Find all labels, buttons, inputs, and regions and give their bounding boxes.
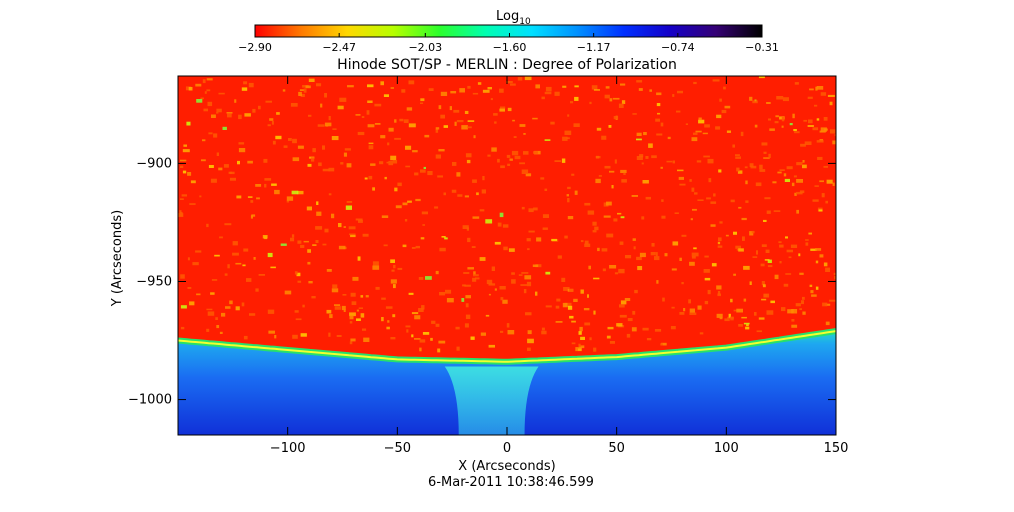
colorbar-tick-label: −0.31 [745,41,779,54]
axis-ticks: −100 −50 0 50 100 150 −900 −950 −1000 [128,76,848,456]
polarization-speckles [178,76,836,353]
colorbar: Log10 −2.90 −2.47 −2.03 −1.60 −1.17 −0.74 −0.3… [238,9,779,54]
colorbar-strip [254,24,763,38]
x-tick-label: 0 [503,441,511,456]
x-tick-label: 50 [608,441,625,456]
polar-plume [444,366,539,435]
limb-line [178,330,836,363]
colorbar-tick-label: −2.90 [238,41,272,54]
colorbar-label: Log10 [496,9,531,27]
y-axis-label: Y (Arcseconds) [110,210,125,307]
colorbar-tick-label: −1.17 [577,41,611,54]
x-tick-label: −100 [270,441,306,456]
colorbar-ticks: −2.90 −2.47 −2.03 −1.60 −1.17 −0.74 −0.31 [238,33,779,54]
x-tick-label: −50 [384,441,411,456]
heatmap-image [178,76,836,435]
x-axis-label: X (Arcseconds) [458,459,555,474]
colorbar-tick-label: −2.47 [322,41,356,54]
colorbar-tick-label: −2.03 [408,41,442,54]
y-tick-label: −1000 [128,393,172,408]
x-tick-label: 150 [824,441,849,456]
y-tick-label: −950 [136,274,172,289]
timestamp: 6-Mar-2011 10:38:46.599 [428,475,594,490]
x-tick-label: 100 [714,441,739,456]
chart-title: Hinode SOT/SP - MERLIN : Degree of Polar… [337,57,677,73]
y-tick-label: −900 [136,156,172,171]
colorbar-tick-label: −1.60 [493,41,527,54]
colorbar-tick-label: −0.74 [661,41,695,54]
